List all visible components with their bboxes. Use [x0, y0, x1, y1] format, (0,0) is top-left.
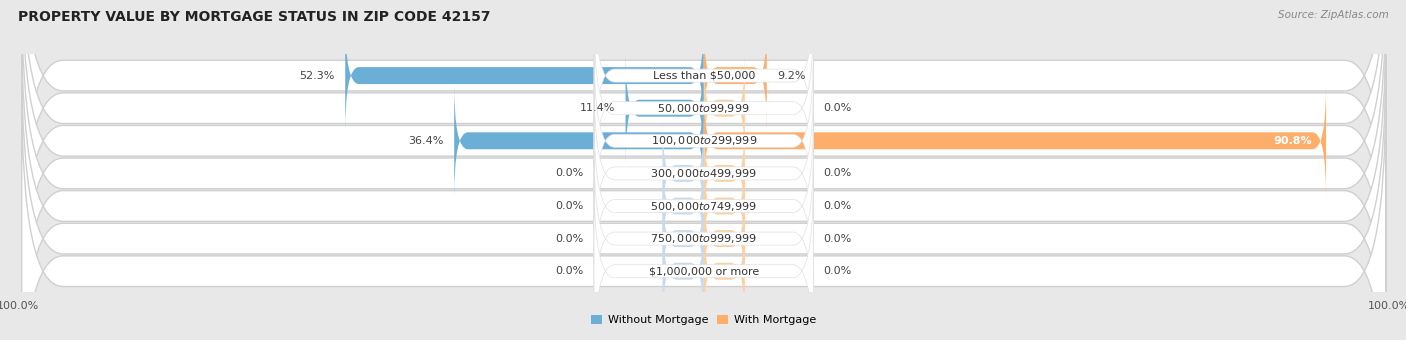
Text: $750,000 to $999,999: $750,000 to $999,999	[651, 232, 756, 245]
Text: 90.8%: 90.8%	[1274, 136, 1312, 146]
FancyBboxPatch shape	[704, 117, 745, 230]
FancyBboxPatch shape	[662, 117, 704, 230]
Text: Less than $50,000: Less than $50,000	[652, 71, 755, 81]
FancyBboxPatch shape	[704, 149, 745, 263]
Text: PROPERTY VALUE BY MORTGAGE STATUS IN ZIP CODE 42157: PROPERTY VALUE BY MORTGAGE STATUS IN ZIP…	[18, 10, 491, 24]
Text: 52.3%: 52.3%	[299, 71, 335, 81]
Text: 0.0%: 0.0%	[555, 168, 583, 179]
FancyBboxPatch shape	[21, 0, 1386, 256]
FancyBboxPatch shape	[454, 84, 704, 198]
Text: Source: ZipAtlas.com: Source: ZipAtlas.com	[1278, 10, 1389, 20]
FancyBboxPatch shape	[593, 17, 813, 200]
FancyBboxPatch shape	[704, 84, 1326, 198]
Text: 0.0%: 0.0%	[555, 266, 583, 276]
FancyBboxPatch shape	[593, 147, 813, 330]
FancyBboxPatch shape	[21, 58, 1386, 340]
FancyBboxPatch shape	[704, 19, 766, 132]
FancyBboxPatch shape	[662, 182, 704, 295]
Text: 0.0%: 0.0%	[824, 168, 852, 179]
FancyBboxPatch shape	[593, 82, 813, 265]
Text: 0.0%: 0.0%	[824, 103, 852, 113]
Text: 9.2%: 9.2%	[778, 71, 806, 81]
FancyBboxPatch shape	[21, 0, 1386, 288]
FancyBboxPatch shape	[21, 0, 1386, 321]
FancyBboxPatch shape	[662, 149, 704, 263]
FancyBboxPatch shape	[21, 26, 1386, 340]
Text: $300,000 to $499,999: $300,000 to $499,999	[651, 167, 756, 180]
FancyBboxPatch shape	[593, 115, 813, 297]
Text: $1,000,000 or more: $1,000,000 or more	[648, 266, 759, 276]
FancyBboxPatch shape	[593, 180, 813, 340]
FancyBboxPatch shape	[593, 0, 813, 167]
FancyBboxPatch shape	[626, 51, 704, 165]
FancyBboxPatch shape	[21, 0, 1386, 340]
Text: 0.0%: 0.0%	[824, 234, 852, 243]
Text: 0.0%: 0.0%	[555, 234, 583, 243]
FancyBboxPatch shape	[593, 50, 813, 232]
FancyBboxPatch shape	[704, 182, 745, 295]
FancyBboxPatch shape	[21, 91, 1386, 340]
Text: 36.4%: 36.4%	[409, 136, 444, 146]
Text: $50,000 to $99,999: $50,000 to $99,999	[658, 102, 749, 115]
FancyBboxPatch shape	[704, 51, 745, 165]
Text: 0.0%: 0.0%	[824, 201, 852, 211]
Text: $100,000 to $299,999: $100,000 to $299,999	[651, 134, 756, 147]
FancyBboxPatch shape	[346, 19, 704, 132]
Text: 0.0%: 0.0%	[824, 266, 852, 276]
Legend: Without Mortgage, With Mortgage: Without Mortgage, With Mortgage	[586, 311, 821, 330]
FancyBboxPatch shape	[704, 215, 745, 328]
Text: $500,000 to $749,999: $500,000 to $749,999	[651, 200, 756, 212]
Text: 0.0%: 0.0%	[555, 201, 583, 211]
FancyBboxPatch shape	[662, 215, 704, 328]
Text: 11.4%: 11.4%	[579, 103, 616, 113]
